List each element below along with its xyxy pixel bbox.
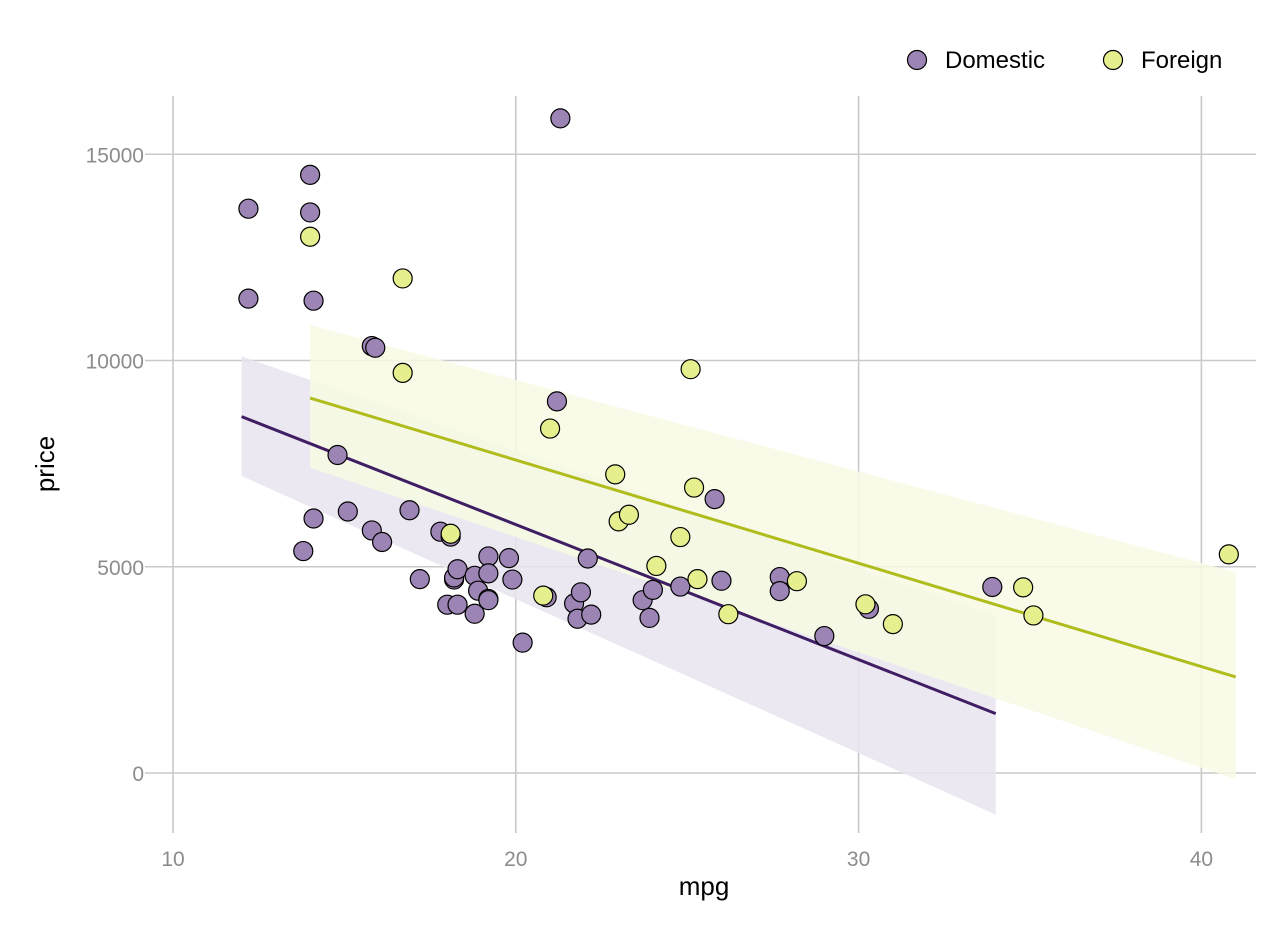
point-foreign <box>533 585 554 606</box>
point-domestic <box>303 290 324 311</box>
point-foreign <box>718 604 739 625</box>
point-foreign <box>882 613 903 635</box>
point-domestic <box>581 604 602 625</box>
point-foreign <box>1023 605 1044 626</box>
y-tick-label: 10000 <box>86 351 144 374</box>
point-domestic <box>300 202 321 223</box>
point-domestic <box>372 531 393 553</box>
y-tick-label: 5000 <box>97 557 144 580</box>
y-axis-title: price <box>30 436 60 492</box>
point-foreign <box>539 418 561 439</box>
point-domestic <box>550 108 571 129</box>
point-foreign <box>680 359 701 380</box>
point-domestic <box>300 164 321 185</box>
point-domestic <box>399 500 420 521</box>
point-domestic <box>498 547 520 569</box>
point-domestic <box>327 444 348 466</box>
point-domestic <box>502 569 523 590</box>
point-foreign <box>300 226 321 247</box>
fit-line-domestic <box>241 415 997 715</box>
point-foreign <box>440 523 461 544</box>
confidence-band-foreign <box>310 325 1236 780</box>
point-foreign <box>670 526 691 548</box>
fit-line-foreign <box>309 396 1237 679</box>
legend-label-domestic: Domestic <box>945 47 1045 74</box>
point-domestic <box>642 579 664 600</box>
x-tick-label: 30 <box>847 848 870 871</box>
point-domestic <box>814 625 835 647</box>
point-foreign <box>618 504 640 525</box>
x-tick-label: 20 <box>504 848 527 871</box>
point-domestic <box>478 546 499 567</box>
legend-label-foreign: Foreign <box>1141 47 1222 74</box>
point-foreign <box>786 571 807 592</box>
point-domestic <box>478 563 499 584</box>
point-foreign <box>392 268 413 289</box>
legend: Domestic Foreign <box>906 47 1222 74</box>
data-points <box>238 108 1239 653</box>
point-domestic <box>409 569 430 590</box>
y-tick-label: 0 <box>132 763 144 786</box>
point-domestic <box>478 590 499 611</box>
point-domestic <box>447 594 468 615</box>
point-foreign <box>687 569 708 590</box>
point-domestic <box>546 391 568 412</box>
legend-key-foreign <box>1102 49 1124 71</box>
tick-labels: 10 20 30 40 0 5000 10000 15000 <box>86 144 1213 871</box>
confidence-bands <box>241 325 1236 815</box>
point-domestic <box>639 607 660 629</box>
point-domestic <box>365 337 386 358</box>
point-domestic <box>447 559 468 580</box>
point-domestic <box>670 576 691 597</box>
x-axis-title: mpg <box>679 871 730 901</box>
point-domestic <box>512 632 533 653</box>
point-foreign <box>1013 577 1034 598</box>
point-domestic <box>769 580 790 602</box>
point-domestic <box>238 198 259 219</box>
legend-key-domestic <box>906 49 928 71</box>
point-foreign <box>392 362 413 383</box>
point-foreign <box>855 594 876 615</box>
point-domestic <box>577 548 598 569</box>
point-foreign <box>646 555 667 577</box>
point-domestic <box>293 540 314 562</box>
fit-lines <box>241 396 1237 715</box>
point-domestic <box>982 576 1003 598</box>
point-foreign <box>1218 544 1239 565</box>
point-domestic <box>711 570 732 591</box>
x-tick-label: 10 <box>161 848 184 871</box>
x-tick-label: 40 <box>1190 848 1213 871</box>
point-domestic <box>238 288 259 309</box>
point-foreign <box>683 477 705 498</box>
point-domestic <box>570 582 592 603</box>
y-tick-label: 15000 <box>86 144 144 167</box>
point-domestic <box>464 603 485 624</box>
point-domestic <box>303 508 324 529</box>
point-domestic <box>337 501 358 522</box>
point-domestic <box>704 489 725 510</box>
point-foreign <box>605 464 626 485</box>
